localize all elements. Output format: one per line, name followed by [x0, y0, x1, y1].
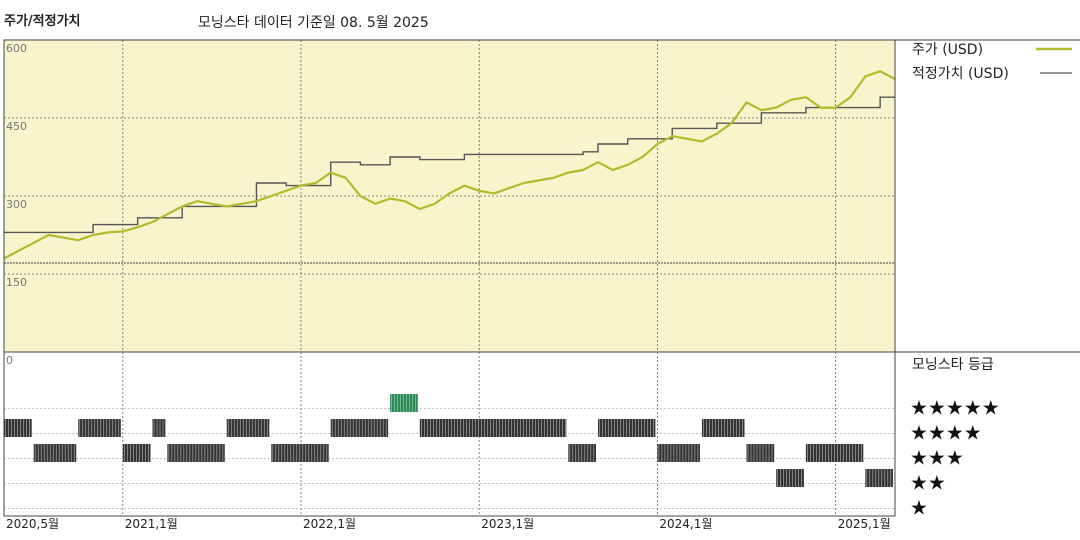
y-tick-label: 600: [6, 42, 27, 55]
legend: 주가 (USD)적정가치 (USD)모닝스타 등급★★★★★★★★★★★★★★★: [910, 42, 1072, 520]
y-tick-label: 0: [6, 354, 13, 367]
chart-subtitle: 모닝스타 데이터 기준일 08. 5월 2025: [198, 15, 429, 31]
y-tick-label: 150: [6, 276, 27, 289]
price-panel: 600 450 300 150 0: [3, 39, 1080, 517]
y-tick-label: 300: [6, 198, 27, 211]
rating-stars-1: ★: [910, 496, 928, 520]
rating-bar: [865, 469, 893, 487]
rating-bar: [657, 444, 700, 462]
rating-stars-4: ★★★★: [910, 421, 982, 445]
rating-bar: [152, 419, 166, 437]
y-tick-label: 450: [6, 120, 27, 133]
rating-title: 모닝스타 등급: [912, 357, 994, 373]
rating-bar: [390, 394, 418, 412]
fair-value-line: [4, 96, 895, 234]
rating-bar: [701, 419, 745, 437]
rating-bar: [33, 444, 77, 462]
x-tick-label: 2020,5월: [6, 517, 59, 531]
rating-bar: [776, 469, 804, 487]
legend-item-label: 적정가치 (USD): [912, 66, 1009, 82]
rating-stars-5: ★★★★★: [910, 396, 1000, 420]
legend-item-label: 주가 (USD): [912, 42, 983, 58]
rating-bar: [746, 444, 775, 462]
rating-bar: [226, 419, 270, 437]
rating-stars-3: ★★★: [910, 446, 964, 470]
rating-bar: [4, 419, 32, 437]
rating-stars-2: ★★: [910, 471, 946, 495]
price-line: [3, 70, 896, 260]
chart-title: 주가/적정가치: [4, 14, 81, 29]
x-tick-label: 2022,1월: [303, 517, 356, 531]
plot-border: [3, 39, 896, 517]
x-tick-label: 2023,1월: [481, 517, 534, 531]
rating-panel: [4, 394, 895, 509]
x-axis: 2020,5월 2021,1월 2022,1월 2023,1월 2024,1월 2025,…: [6, 517, 891, 531]
x-tick-label: 2025,1월: [838, 517, 891, 531]
rating-bar: [568, 444, 596, 462]
x-tick-label: 2024,1월: [659, 517, 712, 531]
rating-bar: [122, 444, 151, 462]
rating-bar: [78, 419, 121, 437]
x-tick-label: 2021,1월: [125, 517, 178, 531]
